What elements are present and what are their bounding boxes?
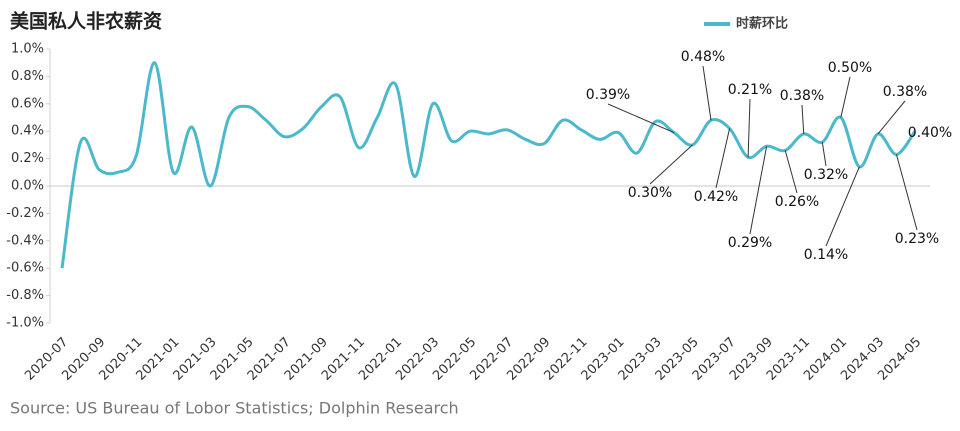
legend-label: 时薪环比 [736,16,788,32]
y-tick-label: -1.0% [6,316,44,331]
y-tick-label: 0.2% [11,151,44,166]
leader-line [801,104,805,134]
leader-line [825,166,860,247]
data-label: 0.40% [908,125,952,141]
data-label: 0.29% [728,235,772,251]
leader-line [607,103,675,134]
data-label: 0.38% [883,84,927,100]
data-label: 0.50% [828,60,872,76]
leader-line [821,142,827,167]
source: Source: US Bureau of Lobor Statistics; D… [10,399,459,418]
leader-line [702,65,712,121]
data-label: 0.30% [628,185,672,201]
leader-line [749,146,768,235]
series-line [60,61,917,269]
y-tick-label: 0.4% [11,124,44,139]
y-tick-label: -0.4% [6,233,44,248]
leader-line [877,100,906,135]
data-label: 0.23% [895,231,939,247]
leader-line [840,76,851,118]
y-tick-label: 0.0% [11,179,44,194]
leader-line [784,150,798,194]
leader-line [715,128,731,189]
chart-title: 美国私人非农薪资 [10,10,162,33]
y-tick-label: 0.8% [11,69,44,84]
leader-line [747,98,751,158]
data-label: 0.48% [681,49,725,65]
y-tick-label: 1.0% [11,42,44,57]
leader-line [895,154,918,231]
data-label: 0.32% [804,167,848,183]
y-tick-label: -0.6% [6,261,44,276]
data-label: 0.21% [728,82,772,98]
data-label: 0.42% [694,189,738,205]
data-label: 0.26% [775,194,819,210]
y-tick-label: -0.2% [6,206,44,221]
data-label: 0.14% [804,247,848,263]
y-tick-label: 0.6% [11,96,44,111]
y-tick-label: -0.8% [6,288,44,303]
data-label: 0.38% [780,88,824,104]
data-label: 0.39% [586,87,630,103]
leader-line [649,144,693,185]
